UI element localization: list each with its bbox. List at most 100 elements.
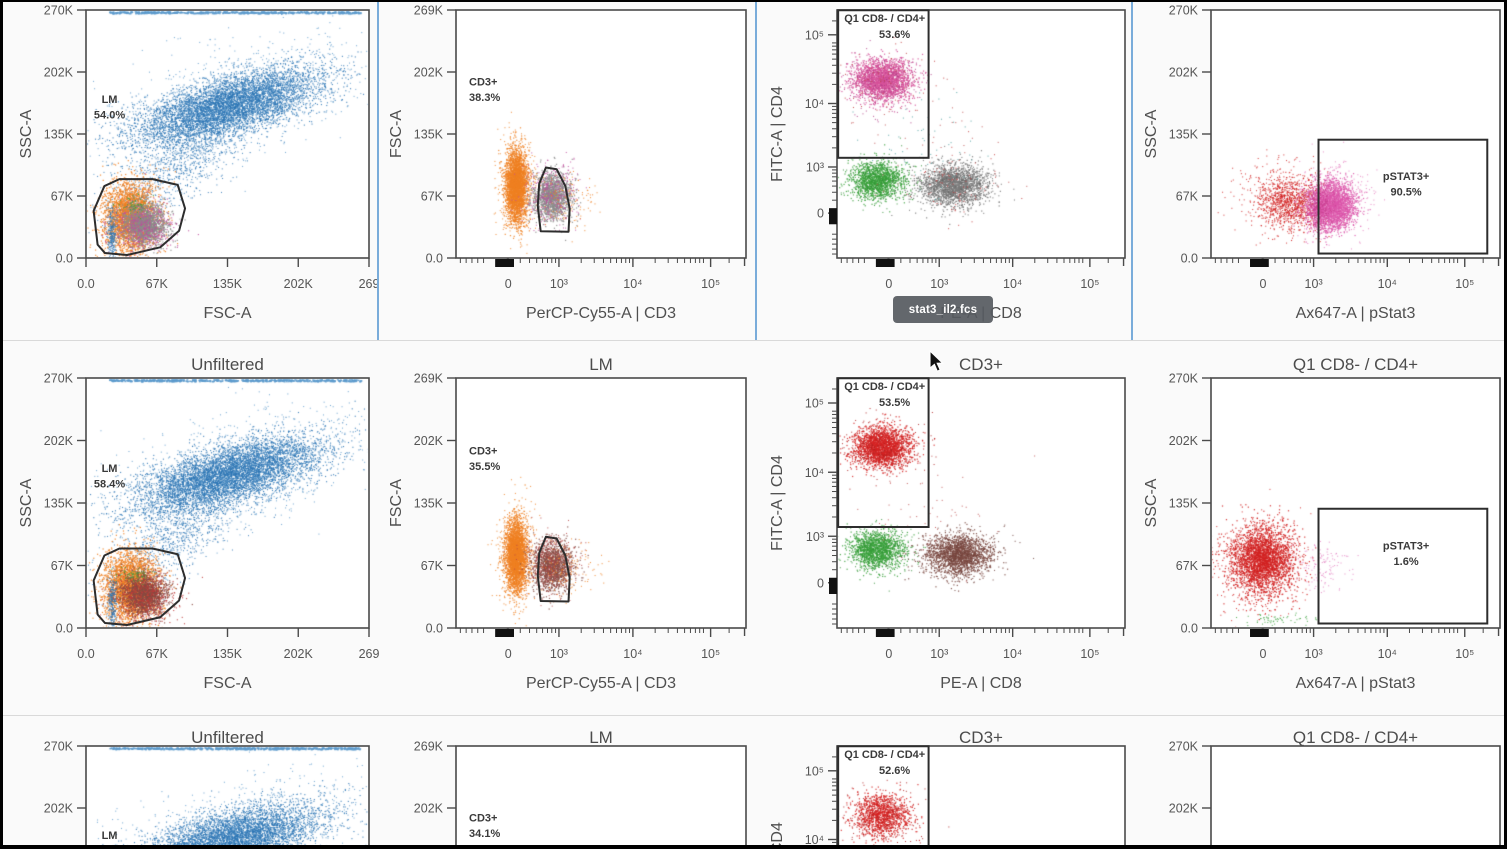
flow-plot-panel-r1c2[interactable]: 269K 202K 135K 67K 0.0 0 10³ 10⁴ 10⁵ PerCP-Cy55-A… xyxy=(380,2,756,341)
svg-text:LM: LM xyxy=(102,94,118,106)
row-divider xyxy=(3,340,1504,341)
svg-text:FITC-A | CD4: FITC-A | CD4 xyxy=(769,86,786,182)
svg-text:10⁵: 10⁵ xyxy=(701,277,720,291)
svg-text:PerCP-Cy55-A | CD3: PerCP-Cy55-A | CD3 xyxy=(526,675,676,692)
svg-text:FSC-A: FSC-A xyxy=(388,110,405,158)
svg-text:135K: 135K xyxy=(213,647,243,661)
svg-text:LM: LM xyxy=(589,728,613,747)
svg-text:PerCP-Cy55-A | CD3: PerCP-Cy55-A | CD3 xyxy=(526,305,676,322)
svg-text:67K: 67K xyxy=(146,647,169,661)
svg-text:58.4%: 58.4% xyxy=(94,478,125,490)
svg-text:0: 0 xyxy=(1260,277,1267,291)
flow-plot-panel-r2c2[interactable]: 269K 202K 135K 67K 0.0 0 10³ 10⁴ 10⁵ PerCP-Cy55-A… xyxy=(380,341,756,716)
svg-text:SSC-A: SSC-A xyxy=(1143,478,1160,527)
svg-text:pSTAT3+: pSTAT3+ xyxy=(1383,540,1429,552)
svg-text:10³: 10³ xyxy=(1305,647,1323,661)
svg-text:0.0: 0.0 xyxy=(426,252,443,266)
svg-text:270K: 270K xyxy=(44,4,74,18)
svg-text:FSC-A: FSC-A xyxy=(388,479,405,527)
plot-axes-and-gates: 270K 202K 135K 67K 0.0 0 10³ 10⁴ 10⁵ Ax647-A | pS… xyxy=(1143,355,1501,692)
svg-text:10³: 10³ xyxy=(1305,277,1323,291)
svg-text:Q1 CD8- / CD4+: Q1 CD8- / CD4+ xyxy=(844,381,925,393)
svg-text:PE-A | CD8: PE-A | CD8 xyxy=(940,675,1022,692)
scatter-canvas xyxy=(380,341,756,716)
flow-cytometry-workspace: 270K 202K 135K 67K 0.0 0.0 67K 135K 202K 269 FSC-A… xyxy=(3,2,1504,845)
svg-text:FSC-A: FSC-A xyxy=(204,305,252,322)
flow-plot-panel-r2c1[interactable]: 270K 202K 135K 67K 0.0 0.0 67K 135K 202K 269 FSC-A… xyxy=(4,341,379,716)
svg-text:202K: 202K xyxy=(1169,802,1199,816)
svg-text:0: 0 xyxy=(885,647,892,661)
flow-plot-panel-r1c4[interactable]: 270K 202K 135K 67K 0.0 0 10³ 10⁴ 10⁵ Ax647-A | pS… xyxy=(1133,2,1504,341)
svg-text:135K: 135K xyxy=(1169,497,1199,511)
svg-text:Q1 CD8- / CD4+: Q1 CD8- / CD4+ xyxy=(1293,728,1418,747)
svg-text:135K: 135K xyxy=(414,128,444,142)
svg-text:202K: 202K xyxy=(1169,66,1199,80)
svg-text:10⁴: 10⁴ xyxy=(805,833,824,845)
flow-plot-panel-r2c3[interactable]: 0 10³ 10⁴ 10⁵ 0 10³ 10⁴ 10⁵ PE-A | CD8 FITC-A | C… xyxy=(757,341,1132,716)
svg-text:Ax647-A | pStat3: Ax647-A | pStat3 xyxy=(1296,305,1416,322)
svg-text:202K: 202K xyxy=(44,802,74,816)
svg-text:269: 269 xyxy=(359,277,379,291)
scatter-canvas xyxy=(380,716,756,845)
scatter-canvas xyxy=(4,2,379,341)
svg-text:0.0: 0.0 xyxy=(77,277,94,291)
svg-text:10⁴: 10⁴ xyxy=(623,277,642,291)
svg-text:10⁵: 10⁵ xyxy=(701,647,720,661)
svg-text:67K: 67K xyxy=(51,190,74,204)
svg-text:202K: 202K xyxy=(44,434,74,448)
svg-text:35.5%: 35.5% xyxy=(469,461,500,473)
panel-selection-border xyxy=(377,2,379,340)
flow-plot-panel-r2c4[interactable]: 270K 202K 135K 67K 0.0 0 10³ 10⁴ 10⁵ Ax647-A | pS… xyxy=(1133,341,1504,716)
svg-text:67K: 67K xyxy=(1176,190,1199,204)
plot-axes-and-gates: 270K202K135K67K0.00.067K135K202K269FSC-A… xyxy=(44,728,370,845)
svg-text:Unfiltered: Unfiltered xyxy=(191,728,264,747)
flow-plot-panel-r3c1[interactable]: 270K202K135K67K0.00.067K135K202K269FSC-A… xyxy=(4,716,379,845)
svg-text:CD3+: CD3+ xyxy=(469,77,497,89)
svg-text:10³: 10³ xyxy=(550,277,568,291)
svg-text:202K: 202K xyxy=(44,66,74,80)
flow-plot-panel-r1c1[interactable]: 270K 202K 135K 67K 0.0 0.0 67K 135K 202K 269 FSC-A… xyxy=(4,2,379,341)
svg-text:Q1 CD8- / CD4+: Q1 CD8- / CD4+ xyxy=(844,749,925,761)
panel-selection-border xyxy=(1130,2,1133,340)
flow-plot-panel-r3c2[interactable]: 269K202K135K67K0.0010³10⁴10⁵PerCP-Cy55-A… xyxy=(380,716,756,845)
plot-axes-and-gates: 270K 202K 135K 67K 0.0 0 10³ 10⁴ 10⁵ Ax647-A | pS… xyxy=(1143,4,1501,322)
svg-text:38.3%: 38.3% xyxy=(469,92,500,104)
svg-text:269K: 269K xyxy=(414,372,444,386)
svg-text:Ax647-A | pStat3: Ax647-A | pStat3 xyxy=(1296,675,1416,692)
svg-text:10⁵: 10⁵ xyxy=(1455,277,1474,291)
svg-text:10⁴: 10⁴ xyxy=(623,647,642,661)
svg-text:10⁵: 10⁵ xyxy=(1455,647,1474,661)
svg-text:34.1%: 34.1% xyxy=(469,828,500,840)
svg-text:202K: 202K xyxy=(284,277,314,291)
svg-text:SSC-A: SSC-A xyxy=(18,109,35,158)
svg-text:0: 0 xyxy=(817,576,824,590)
svg-text:67K: 67K xyxy=(146,277,169,291)
svg-text:CD3+: CD3+ xyxy=(959,355,1003,374)
svg-text:10³: 10³ xyxy=(806,530,824,544)
svg-text:135K: 135K xyxy=(1169,128,1199,142)
svg-text:Unfiltered: Unfiltered xyxy=(191,355,264,374)
svg-text:10³: 10³ xyxy=(930,277,948,291)
svg-text:269: 269 xyxy=(359,647,379,661)
svg-text:52.6%: 52.6% xyxy=(879,765,910,777)
svg-text:Q1 CD8- / CD4+: Q1 CD8- / CD4+ xyxy=(844,13,925,25)
svg-text:SSC-A: SSC-A xyxy=(1143,109,1160,158)
scatter-canvas xyxy=(757,2,1132,341)
svg-text:10⁴: 10⁴ xyxy=(1003,277,1022,291)
svg-text:67K: 67K xyxy=(421,559,444,573)
svg-text:135K: 135K xyxy=(44,497,74,511)
svg-text:10³: 10³ xyxy=(806,160,824,174)
svg-text:0.0: 0.0 xyxy=(1181,252,1198,266)
svg-text:0.0: 0.0 xyxy=(426,622,443,636)
svg-text:0: 0 xyxy=(1260,647,1267,661)
svg-text:0: 0 xyxy=(817,207,824,221)
svg-text:67K: 67K xyxy=(421,190,444,204)
